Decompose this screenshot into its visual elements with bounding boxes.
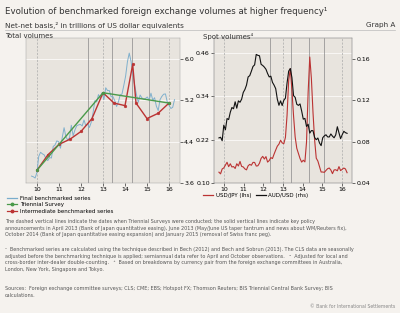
Text: ¹  Benchmarked series are calculated using the technique described in Bech (2012: ¹ Benchmarked series are calculated usin… [5, 247, 354, 272]
Text: Sources:  Foreign exchange committee surveys; CLS; CME; EBS; Hotspot FX; Thomson: Sources: Foreign exchange committee surv… [5, 286, 332, 298]
Text: © Bank for International Settlements: © Bank for International Settlements [310, 304, 395, 309]
Text: Net-net basis,² in trillions of US dollar equivalents: Net-net basis,² in trillions of US dolla… [5, 22, 184, 29]
Legend: USD/JPY (lhs), AUD/USD (rhs): USD/JPY (lhs), AUD/USD (rhs) [203, 193, 308, 198]
Text: Graph A: Graph A [366, 22, 395, 28]
Text: The dashed vertical lines indicate the dates when Triennial Surveys were conduct: The dashed vertical lines indicate the d… [5, 219, 346, 237]
Text: Total volumes: Total volumes [5, 33, 53, 39]
Legend: Final benchmarked series, Triennial Survey, Intermediate benchmarked series: Final benchmarked series, Triennial Surv… [7, 196, 113, 214]
Text: Evolution of benchmarked foreign exchange volumes at higher frequency¹: Evolution of benchmarked foreign exchang… [5, 7, 327, 16]
Text: Spot volumes⁴: Spot volumes⁴ [203, 33, 254, 40]
